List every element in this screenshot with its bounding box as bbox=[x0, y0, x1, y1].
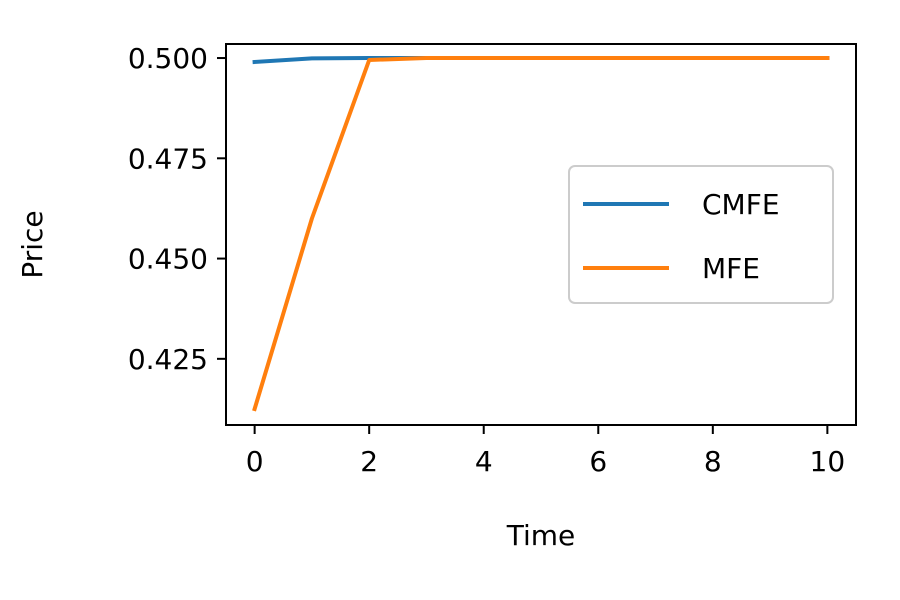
x-tick-label: 8 bbox=[704, 445, 722, 478]
y-tick-label: 0.500 bbox=[128, 42, 208, 75]
plot-lines bbox=[252, 56, 830, 412]
y-tick-label: 0.450 bbox=[128, 243, 208, 276]
x-tick-label: 2 bbox=[360, 445, 378, 478]
y-axis-ticks: 0.425 0.450 0.475 0.500 bbox=[128, 42, 226, 376]
series-line-mfe bbox=[252, 56, 830, 412]
legend-label-cmfe: CMFE bbox=[702, 188, 780, 221]
y-axis-title: Price bbox=[16, 210, 49, 278]
legend-box bbox=[568, 165, 834, 304]
x-tick-label: 0 bbox=[246, 445, 264, 478]
y-tick-label: 0.425 bbox=[128, 343, 208, 376]
legend-label-mfe: MFE bbox=[702, 252, 760, 285]
x-tick-label: 4 bbox=[475, 445, 493, 478]
x-axis-title: Time bbox=[506, 519, 576, 552]
y-tick-label: 0.475 bbox=[128, 142, 208, 175]
legend: CMFE MFE bbox=[568, 165, 834, 304]
x-axis-ticks: 0 2 4 6 8 10 bbox=[246, 425, 845, 478]
x-tick-label: 6 bbox=[589, 445, 607, 478]
plot-frame bbox=[225, 43, 857, 426]
x-tick-label: 10 bbox=[810, 445, 846, 478]
